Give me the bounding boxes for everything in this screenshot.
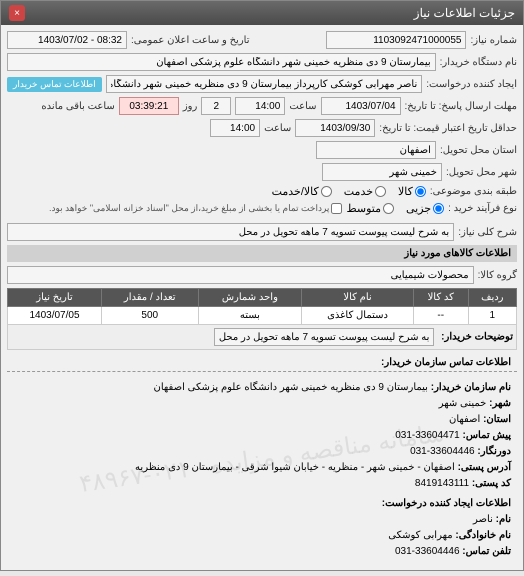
tel-value: 33604446-031 — [395, 546, 460, 557]
treasury-checkbox[interactable] — [331, 203, 342, 214]
cat-service-radio[interactable]: خدمت — [344, 185, 386, 198]
deadline-time-label: ساعت — [289, 101, 316, 112]
buyer-name-field — [7, 53, 436, 71]
col-date: تاریخ نیاز — [8, 289, 102, 307]
contact-city-label: شهر: — [489, 398, 511, 409]
cell-name: دستمال کاغذی — [302, 307, 414, 325]
province-label: استان محل تحویل: — [440, 145, 517, 156]
price-until-time-label: ساعت — [264, 123, 291, 134]
fax-value: 33604446-031 — [410, 446, 475, 457]
tel-label: تلفن تماس: — [462, 546, 511, 557]
announce-field — [7, 31, 127, 49]
postal-value: 8419143111 — [415, 478, 469, 489]
org-label: نام سازمان خریدار: — [431, 382, 511, 393]
content: شماره نیاز: تاریخ و ساعت اعلان عمومی: نا… — [1, 25, 523, 570]
desc-cell: توضیحات خریدار: — [8, 325, 517, 350]
window-title: جزئیات اطلاعات نیاز — [414, 6, 515, 20]
need-no-label: شماره نیاز: — [470, 35, 517, 46]
group-field — [7, 266, 474, 284]
creator-label: ایجاد کننده درخواست: — [426, 79, 517, 90]
general-desc-label: شرح کلی نیاز: — [458, 227, 517, 238]
cat-goods-service-radio[interactable]: کالا/خدمت — [272, 185, 332, 198]
price-until-date-field — [295, 119, 375, 137]
cell-idx: 1 — [468, 307, 516, 325]
city-field — [322, 163, 442, 181]
phone-label: پیش تماس: — [463, 430, 511, 441]
purchase-type-group: جزیی متوسط — [346, 202, 444, 215]
pt-small-input[interactable] — [433, 203, 444, 214]
price-until-label: حداقل تاریخ اعتبار قیمت: تا تاریخ: — [379, 123, 517, 134]
timer-field — [119, 97, 179, 115]
lname-value: مهرابی کوشکی — [388, 530, 452, 541]
group-label: گروه کالا: — [478, 270, 517, 281]
fname-value: ناصر — [473, 514, 493, 525]
lname-label: نام خانوادگی: — [455, 530, 511, 541]
cat-goods-radio[interactable]: کالا — [398, 185, 426, 198]
pt-small-radio[interactable]: جزیی — [406, 202, 444, 215]
creator-field — [106, 75, 423, 93]
table-desc-row: توضیحات خریدار: — [8, 325, 517, 350]
price-until-time-field — [210, 119, 260, 137]
purchase-type-label: نوع فرآیند خرید : — [448, 203, 517, 214]
city-label: شهر محل تحویل: — [446, 167, 517, 178]
general-desc-field — [7, 223, 454, 241]
days-label: روز — [183, 101, 198, 112]
cell-code: -- — [413, 307, 468, 325]
postal-label: کد پستی: — [472, 478, 511, 489]
req-creator-title: اطلاعات ایجاد کننده درخواست: — [13, 496, 511, 512]
deadline-label: مهلت ارسال پاسخ: تا تاریخ: — [405, 101, 517, 112]
cat-gs-input[interactable] — [321, 186, 332, 197]
fname-label: نام: — [496, 514, 511, 525]
table-header-row: ردیف کد کالا نام کالا واحد شمارش تعداد /… — [8, 289, 517, 307]
address-label: آدرس پستی: — [458, 462, 511, 473]
treasury-checkbox-item[interactable]: پرداخت تمام یا بخشی از مبلغ خرید،از محل … — [49, 203, 342, 214]
fax-label: دورنگار: — [477, 446, 511, 457]
cat-service-input[interactable] — [375, 186, 386, 197]
cell-qty: 500 — [101, 307, 198, 325]
contact-details: نام سازمان خریدار: بیمارستان 9 دی منظریه… — [7, 376, 517, 564]
col-qty: تعداد / مقدار — [101, 289, 198, 307]
category-label: طبقه بندی موضوعی: — [430, 186, 517, 197]
province-field — [316, 141, 436, 159]
items-section-header: اطلاعات کالاهای مورد نیاز — [7, 245, 517, 262]
contact-section-header: اطلاعات تماس سازمان خریدار: — [7, 354, 517, 372]
contact-city-value: خمینی شهر — [439, 398, 487, 409]
table-row: 1 -- دستمال کاغذی بسته 500 1403/07/05 — [8, 307, 517, 325]
contact-section: اطلاعات تماس سازمان خریدار: نام سازمان خ… — [7, 354, 517, 564]
pt-medium-input[interactable] — [383, 203, 394, 214]
window: جزئیات اطلاعات نیاز × شماره نیاز: تاریخ … — [0, 0, 524, 571]
org-value: بیمارستان 9 دی منظریه خمینی شهر دانشگاه … — [154, 382, 428, 393]
address-value: اصفهان - خمینی شهر - منظریه - خیابان شیو… — [135, 462, 455, 473]
buyer-notes-label: توضیحات خریدار: — [441, 332, 513, 343]
col-name: نام کالا — [302, 289, 414, 307]
cat-goods-input[interactable] — [415, 186, 426, 197]
buyer-name-label: نام دستگاه خریدار: — [440, 57, 517, 68]
treasury-note: پرداخت تمام یا بخشی از مبلغ خرید،از محل … — [49, 203, 329, 214]
phone-value: 33604471-031 — [395, 430, 460, 441]
deadline-date-field — [321, 97, 401, 115]
cell-date: 1403/07/05 — [8, 307, 102, 325]
cell-unit: بسته — [198, 307, 302, 325]
titlebar: جزئیات اطلاعات نیاز × — [1, 1, 523, 25]
category-radio-group: کالا خدمت کالا/خدمت — [272, 185, 426, 198]
announce-label: تاریخ و ساعت اعلان عمومی: — [131, 35, 250, 46]
contact-info-button[interactable]: اطلاعات تماس خریدار — [7, 77, 102, 92]
col-code: کد کالا — [413, 289, 468, 307]
items-table: ردیف کد کالا نام کالا واحد شمارش تعداد /… — [7, 288, 517, 350]
deadline-time-field — [235, 97, 285, 115]
contact-province-label: استان: — [483, 414, 511, 425]
col-unit: واحد شمارش — [198, 289, 302, 307]
need-no-field — [326, 31, 466, 49]
close-icon[interactable]: × — [9, 5, 25, 21]
pt-medium-radio[interactable]: متوسط — [346, 202, 394, 215]
contact-province-value: اصفهان — [449, 414, 480, 425]
buyer-notes-field — [214, 328, 434, 346]
timer-suffix: ساعت باقی مانده — [41, 101, 114, 112]
days-field — [201, 97, 231, 115]
col-idx: ردیف — [468, 289, 516, 307]
